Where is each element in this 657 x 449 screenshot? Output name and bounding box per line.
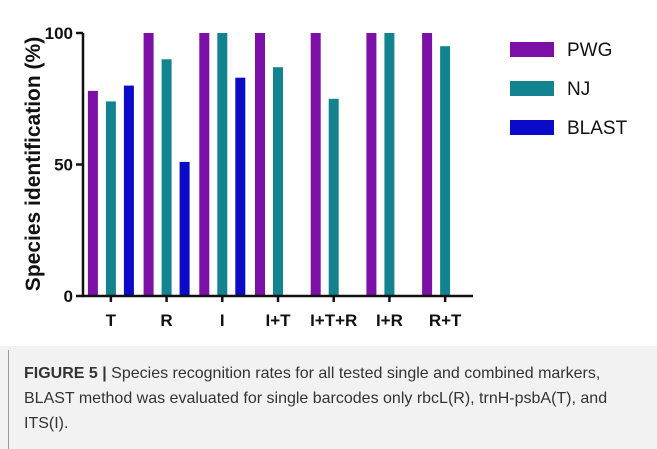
x-tick-label: I+T+R xyxy=(310,311,357,330)
bars-group xyxy=(87,33,451,297)
bar-blast-i xyxy=(235,77,246,296)
bar-chart: 0 50 100 T R I I+T I+T+R I+R R+T Species identif… xyxy=(22,24,628,330)
bar-nj-i xyxy=(217,33,228,296)
x-tick-label: R xyxy=(160,311,172,330)
x-tick-label: I xyxy=(220,311,225,330)
bar-nj-r-t xyxy=(440,46,451,297)
legend-swatch-pwg xyxy=(510,42,554,57)
x-tick-label: I+R xyxy=(376,311,403,330)
bar-pwg-i-t-r xyxy=(310,33,321,296)
legend-label-nj: NJ xyxy=(567,79,590,100)
y-tick-label: 100 xyxy=(45,24,73,43)
x-tick-label: R+T xyxy=(429,311,462,330)
x-tick-label: I+T xyxy=(265,311,291,330)
x-tick-label: T xyxy=(106,311,117,330)
y-tick-label: 50 xyxy=(54,156,73,175)
bar-pwg-i-t xyxy=(255,33,265,296)
bar-blast-t xyxy=(123,85,134,296)
caption-rule xyxy=(8,350,9,449)
x-ticks-group: T R I I+T I+T+R I+R R+T xyxy=(106,296,462,330)
bar-pwg-t xyxy=(87,90,98,297)
bar-pwg-i-r xyxy=(366,33,377,296)
caption-label: FIGURE 5 | xyxy=(24,365,107,382)
bar-pwg-r xyxy=(143,33,154,296)
bar-nj-i-r xyxy=(384,33,395,296)
bar-nj-r xyxy=(161,59,172,296)
y-axis-label: Species identification (%) xyxy=(22,37,45,291)
caption-background xyxy=(0,346,657,449)
legend-swatch-blast xyxy=(510,120,554,135)
bar-nj-t xyxy=(105,101,116,297)
caption-text: Species recognition rates for all tested… xyxy=(24,365,608,432)
legend-swatch-nj xyxy=(510,81,554,96)
bar-pwg-r-t xyxy=(422,33,433,296)
y-tick-label: 0 xyxy=(64,287,73,306)
bar-pwg-i xyxy=(199,33,210,296)
figure-caption: FIGURE 5 | Species recognition rates for… xyxy=(24,361,644,436)
bar-nj-i-t xyxy=(273,67,283,296)
legend-label-blast: BLAST xyxy=(567,118,628,139)
bar-nj-i-t-r xyxy=(328,98,339,297)
legend: PWG NJ BLAST xyxy=(510,40,628,139)
y-ticks-group: 0 50 100 xyxy=(45,24,83,306)
legend-label-pwg: PWG xyxy=(567,40,612,61)
bar-blast-r xyxy=(179,161,190,296)
